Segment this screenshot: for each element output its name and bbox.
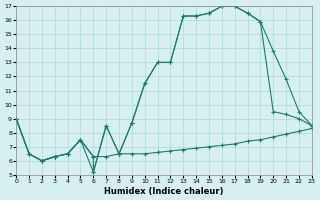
X-axis label: Humidex (Indice chaleur): Humidex (Indice chaleur) <box>104 187 224 196</box>
